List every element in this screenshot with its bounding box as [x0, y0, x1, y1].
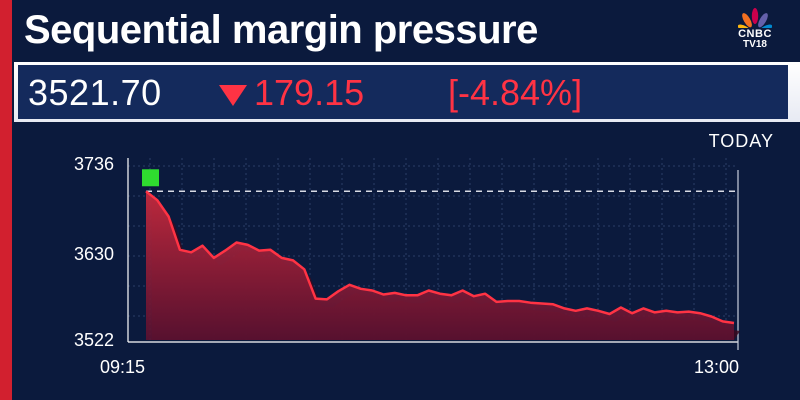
x-tick-end: 13:00	[694, 357, 739, 377]
channel-logo: CNBC TV18	[720, 6, 790, 61]
price-change-percent: [-4.84%]	[448, 72, 583, 113]
accent-strip	[0, 0, 12, 400]
period-label: TODAY	[708, 131, 774, 151]
open-marker	[142, 169, 159, 187]
page-title: Sequential margin pressure	[24, 8, 538, 52]
peacock-icon	[738, 8, 772, 28]
vertical-grid	[149, 158, 727, 342]
y-tick-top: 3736	[74, 154, 114, 174]
ticker-panel: 3521.70 179.15 [-4.84%]	[18, 65, 788, 119]
y-tick-mid: 3630	[74, 244, 114, 264]
stock-price: 3521.70	[28, 72, 162, 113]
logo-text-cnbc: CNBC	[738, 28, 772, 40]
y-tick-bottom: 3522	[74, 330, 114, 350]
down-arrow-icon	[219, 85, 247, 106]
price-area	[146, 191, 734, 340]
x-tick-start: 09:15	[100, 357, 145, 377]
price-change: 179.15	[254, 72, 365, 113]
ticker-bar: 3521.70 179.15 [-4.84%]	[14, 62, 800, 122]
logo-text-tv18: TV18	[743, 39, 767, 50]
price-line	[145, 190, 735, 325]
